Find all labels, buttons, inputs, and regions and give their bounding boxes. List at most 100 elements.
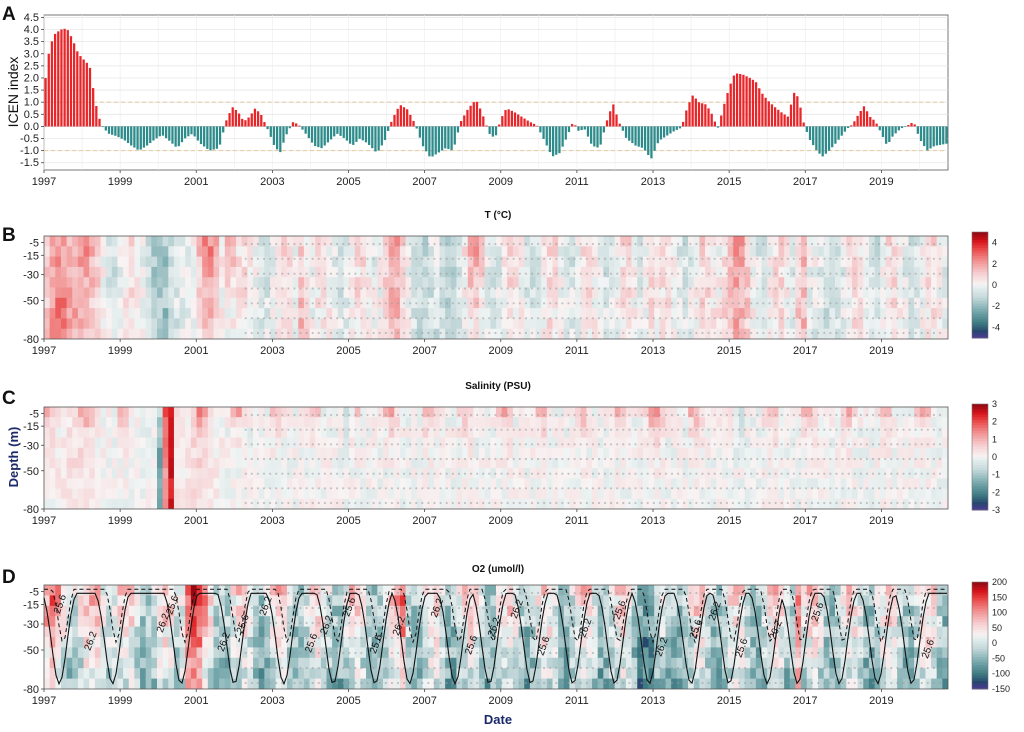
heatmap-cell [173,246,181,258]
heatmap-cell [72,427,79,439]
heatmap-cell [445,468,452,479]
sample-dot [463,302,467,305]
heatmap-cell [642,498,650,509]
x-tick-label: 2011 [565,345,589,357]
heatmap-cell [309,308,316,319]
heatmap-cell [439,478,446,490]
heatmap-cell [693,417,700,428]
sample-dot [750,302,753,305]
heatmap-cell [66,498,73,509]
sample-dot [439,487,442,490]
bar [666,126,669,136]
sample-dot [604,272,607,275]
heatmap-cell [733,488,740,500]
heatmap-cell [569,447,576,459]
heatmap-cell [897,277,904,289]
sample-dot [664,287,668,290]
heatmap-cell [66,277,73,289]
heatmap-cell [371,498,378,509]
heatmap-cell [682,246,689,258]
heatmap-cell [411,407,418,418]
heatmap-cell [614,488,621,500]
sample-dot [683,257,686,260]
heatmap-cell [213,328,220,339]
heatmap-cell [411,256,418,268]
heatmap-cell [914,236,921,247]
heatmap-cell [49,277,56,289]
heatmap-cell [716,236,723,247]
heatmap-cell [77,308,85,319]
heatmap-cell [264,437,271,449]
heatmap-cell [77,417,85,428]
bar [47,53,50,127]
heatmap-cell [490,318,497,330]
sample-dot [433,242,436,246]
heatmap-cell [162,417,169,428]
sample-dot [323,501,326,505]
bar [612,104,615,127]
heatmap-cell [298,447,305,459]
heatmap-cell [450,246,458,258]
sample-dot [476,428,479,431]
heatmap-cell [66,256,73,268]
sample-dot [670,257,674,260]
sample-dot [567,242,570,246]
sample-dot [579,257,582,260]
sample-dot [530,428,534,431]
heatmap-cell [665,297,672,309]
heatmap-cell [366,437,373,449]
heatmap-cell [575,277,582,289]
sample-dot [628,272,631,275]
sample-dot [634,487,637,490]
heatmap-cell [914,328,921,339]
sample-dot [500,472,503,475]
heatmap-cell [196,256,203,268]
heatmap-cell [851,407,859,418]
heatmap-cell [767,277,774,289]
sample-dot [579,472,582,475]
heatmap-cell [411,478,418,490]
heatmap-cell [264,407,271,418]
heatmap-cell [874,468,881,479]
heatmap-cell [936,458,943,469]
heatmap-cell [710,437,717,449]
sample-dot [683,272,686,275]
heatmap-cell [332,246,339,258]
bar [44,77,47,127]
heatmap-cell [784,287,791,299]
sample-dot [585,472,588,475]
heatmap-cell [258,417,265,428]
bar [653,126,656,151]
sample-dot [871,242,875,246]
sample-dot [543,472,546,475]
heatmap-cell [202,236,209,247]
heatmap-cell [315,437,322,449]
heatmap-cell [671,427,678,439]
heatmap-cell [710,328,717,339]
heatmap-cell [405,318,412,330]
heatmap-cell [168,447,175,459]
sample-dot [518,302,521,305]
bar [735,73,739,127]
heatmap-cell [705,236,712,247]
sample-dot [561,413,564,417]
sample-dot [884,242,887,246]
heatmap-cell [501,297,508,309]
sample-dot [792,272,795,275]
sample-dot [543,272,546,275]
heatmap-cell [479,246,486,258]
heatmap-cell [609,478,616,490]
heatmap-cell [467,488,474,500]
sample-dot [610,443,613,446]
heatmap-cell [682,236,689,247]
heatmap-cell [371,266,378,278]
heatmap-cell [851,437,859,449]
sample-dot [305,302,308,305]
heatmap-cell [682,407,689,418]
heatmap-cell [620,437,627,449]
sample-dot [518,331,521,335]
heatmap-cell [722,246,729,258]
heatmap-cell [801,447,808,459]
sample-dot [579,272,582,275]
sample-dot [506,317,509,320]
